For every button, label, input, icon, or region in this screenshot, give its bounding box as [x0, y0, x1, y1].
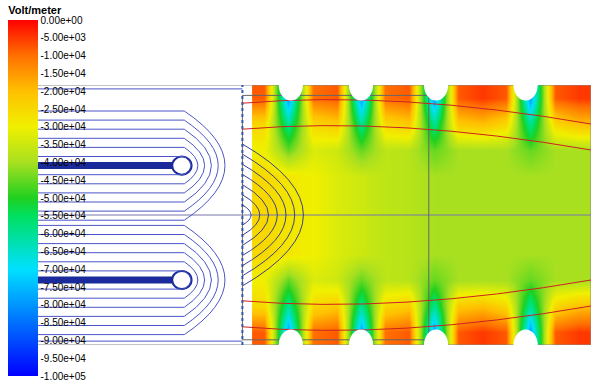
svg-text:-6.00e+04: -6.00e+04	[41, 228, 87, 239]
svg-text:-8.50e+04: -8.50e+04	[41, 317, 87, 328]
svg-text:-4.50e+04: -4.50e+04	[41, 175, 87, 186]
svg-text:-5.50e+04: -5.50e+04	[41, 210, 87, 221]
svg-text:-7.00e+04: -7.00e+04	[41, 264, 87, 275]
svg-text:-6.50e+04: -6.50e+04	[41, 246, 87, 257]
svg-text:-9.00e+04: -9.00e+04	[41, 335, 87, 346]
svg-text:-1.00e+04: -1.00e+04	[41, 50, 87, 61]
svg-text:-4.00e+04: -4.00e+04	[41, 157, 87, 168]
svg-text:-1.50e+04: -1.50e+04	[41, 68, 87, 79]
svg-text:-3.50e+04: -3.50e+04	[41, 139, 87, 150]
svg-text:0.00e+00: 0.00e+00	[41, 15, 83, 26]
svg-text:-7.50e+04: -7.50e+04	[41, 282, 87, 293]
svg-text:-2.50e+04: -2.50e+04	[41, 104, 87, 115]
svg-text:-9.50e+04: -9.50e+04	[41, 353, 87, 364]
svg-text:-2.00e+04: -2.00e+04	[41, 86, 87, 97]
svg-text:-5.00e+03: -5.00e+03	[41, 32, 87, 43]
svg-text:-8.00e+04: -8.00e+04	[41, 299, 87, 310]
svg-text:-3.00e+04: -3.00e+04	[41, 121, 87, 132]
svg-text:-1.00e+05: -1.00e+05	[41, 371, 87, 382]
svg-text:Volt/meter: Volt/meter	[8, 4, 62, 16]
svg-text:-5.00e+04: -5.00e+04	[41, 193, 87, 204]
